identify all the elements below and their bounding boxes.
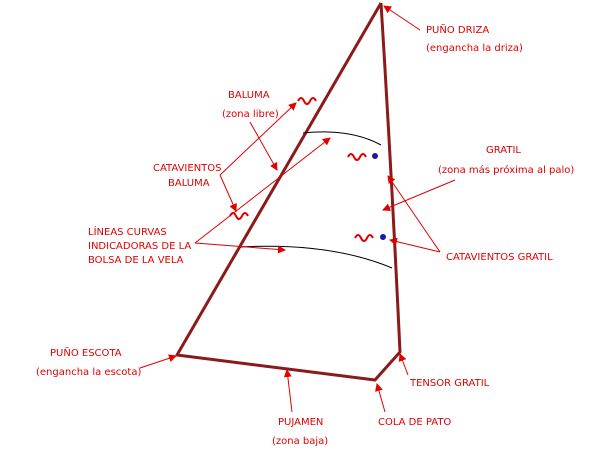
arrow — [387, 175, 441, 253]
arrow — [283, 369, 293, 413]
sail-outline — [175, 2, 402, 382]
sail — [175, 2, 402, 382]
label: PUÑO DRIZA — [426, 23, 489, 36]
label-note: (zona libre) — [222, 109, 279, 120]
arrow — [219, 102, 297, 176]
telltale — [354, 234, 374, 242]
label: COLA DE PATO — [378, 417, 451, 428]
label-note: (engancha la escota) — [36, 367, 141, 378]
arrow — [139, 354, 177, 369]
label: BOLSA DE LA VELA — [88, 255, 184, 266]
label: TENSOR GRATIL — [409, 378, 490, 389]
arrow — [194, 242, 286, 254]
label-note: (zona baja) — [272, 436, 328, 447]
curve-line — [239, 245, 393, 269]
arrow — [389, 237, 441, 253]
arrow — [219, 174, 237, 212]
arrow — [194, 137, 331, 244]
arrow — [249, 121, 278, 171]
label: BALUMA — [228, 90, 270, 101]
label-note: (engancha la driza) — [426, 43, 523, 54]
curve-line — [302, 131, 382, 146]
telltale-dot — [380, 234, 386, 240]
label: PUÑO ESCOTA — [50, 346, 122, 359]
arrow — [383, 5, 421, 31]
label: CATAVIENTOS GRATIL — [446, 252, 553, 263]
telltale — [347, 153, 367, 161]
arrows — [139, 5, 456, 413]
telltale-dot — [372, 153, 378, 159]
label: PUJAMEN — [278, 417, 323, 428]
arrow — [398, 353, 409, 376]
arrow — [382, 179, 456, 211]
telltale — [297, 97, 317, 105]
label: BALUMA — [168, 178, 210, 189]
label: GRATIL — [486, 145, 521, 156]
label-note: (zona más próxima al palo) — [438, 164, 574, 176]
label: CATAVIENTOS — [153, 163, 222, 174]
label: LÍNEAS CURVAS — [88, 225, 167, 238]
label: INDICADORAS DE LA — [88, 241, 191, 252]
arrow — [375, 383, 386, 413]
labels: PUÑO DRIZA (engancha la driza) BALUMA (z… — [36, 23, 574, 447]
